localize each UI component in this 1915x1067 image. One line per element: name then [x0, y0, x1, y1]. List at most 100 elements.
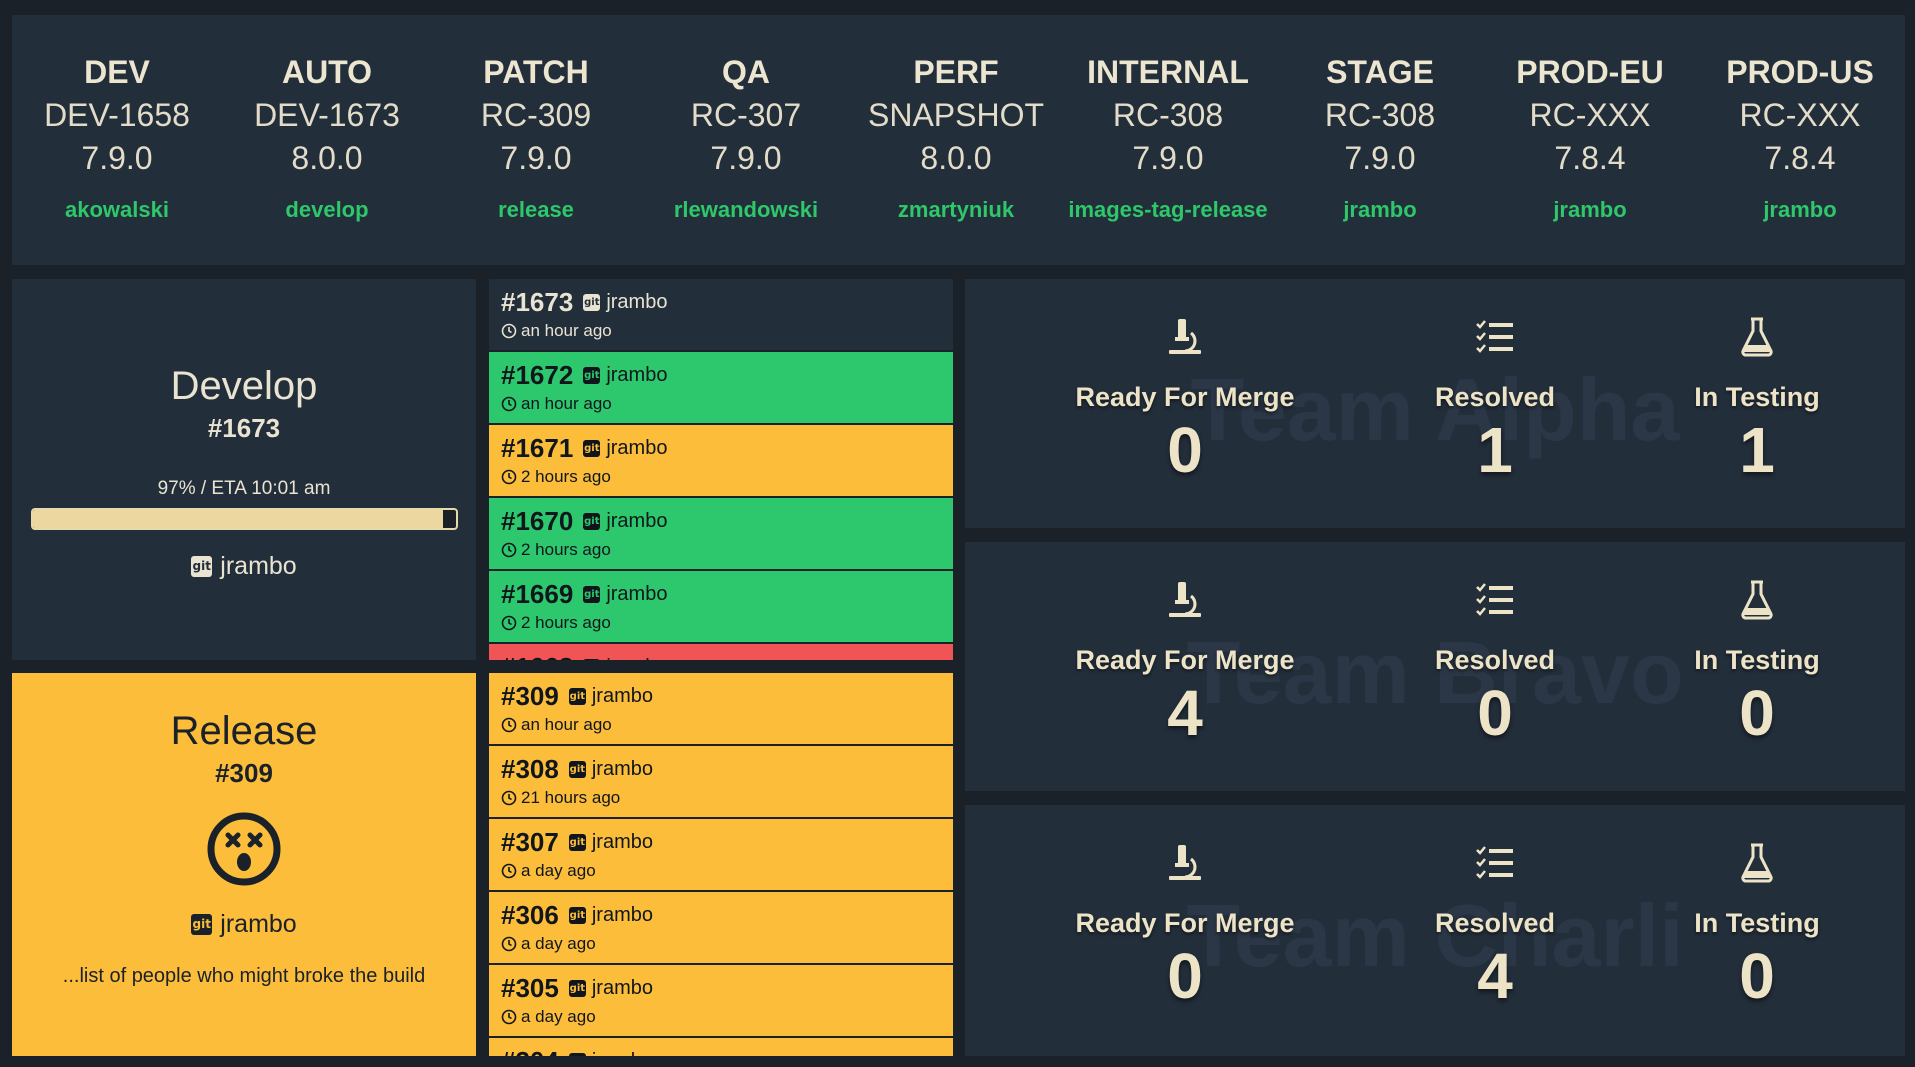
env-prod-eu[interactable]: PROD-EU RC-XXX 7.8.4 jrambo [1485, 51, 1695, 223]
clock-icon [501, 790, 517, 806]
env-build: RC-308 [1112, 97, 1224, 134]
metric-in-testing[interactable]: In Testing 1 [1627, 315, 1887, 484]
metric-value: 4 [1167, 677, 1203, 749]
metric-value: 1 [1477, 414, 1513, 486]
build-user: git jrambo [583, 583, 667, 606]
build-time-text: an hour ago [521, 321, 612, 340]
metric-ready-for-merge[interactable]: Ready For Merge 0 [1055, 841, 1315, 1010]
checklist-icon [1365, 578, 1625, 627]
env-dev[interactable]: DEV DEV-1658 7.9.0 akowalski [12, 51, 222, 223]
blame-note: ...list of people who might broke the bu… [62, 965, 426, 987]
release-build-list[interactable]: #309 git jrambo an hour ago #308 git jrambo 21 … [489, 673, 953, 1056]
metric-ready-for-merge[interactable]: Ready For Merge 4 [1055, 578, 1315, 747]
env-name: PERF [913, 54, 999, 90]
env-prod-us[interactable]: PROD-US RC-XXX 7.8.4 jrambo [1695, 51, 1905, 223]
metric-in-testing[interactable]: In Testing 0 [1627, 578, 1887, 747]
build-user: git jrambo [583, 510, 667, 533]
build-row[interactable]: #309 git jrambo an hour ago [489, 673, 953, 746]
env-branch: zmartyniuk [897, 196, 1015, 222]
metric-resolved[interactable]: Resolved 0 [1365, 578, 1625, 747]
env-name: DEV [84, 54, 150, 90]
env-internal[interactable]: INTERNAL RC-308 7.9.0 images-tag-release [1063, 51, 1273, 223]
build-number: #1668 [501, 652, 573, 660]
build-row[interactable]: #1672 git jrambo an hour ago [489, 352, 953, 425]
env-name: STAGE [1326, 54, 1434, 90]
build-number: #1671 [501, 433, 574, 463]
build-row[interactable]: #1668 git jrambo [489, 644, 953, 660]
progress-fill [32, 510, 443, 528]
build-number: #305 [501, 973, 559, 1003]
microscope-icon [1055, 578, 1315, 627]
build-row[interactable]: #1670 git jrambo 2 hours ago [489, 498, 953, 571]
metric-label: Ready For Merge [1075, 382, 1295, 412]
build-time: 2 hours ago [501, 467, 941, 487]
build-header: #306 git jrambo [501, 900, 941, 931]
build-user-name: jrambo [591, 685, 653, 707]
build-time-text: a day ago [521, 1007, 596, 1026]
metric-resolved[interactable]: Resolved 4 [1365, 841, 1625, 1010]
env-branch: rlewandowski [673, 196, 819, 222]
build-row[interactable]: #1671 git jrambo 2 hours ago [489, 425, 953, 498]
build-user: git jrambo [583, 437, 667, 460]
build-time-text: 2 hours ago [521, 613, 611, 632]
release-build-card[interactable]: Release #309 git jrambo ...list of peopl… [12, 673, 476, 1056]
develop-build-card[interactable]: Develop #1673 97% / ETA 10:01 am git jra… [12, 279, 476, 660]
env-version: 7.8.4 [1554, 140, 1626, 177]
build-row[interactable]: #308 git jrambo 21 hours ago [489, 746, 953, 819]
microscope-icon [1055, 315, 1315, 364]
env-name: INTERNAL [1087, 54, 1249, 90]
metric-label: Ready For Merge [1075, 645, 1295, 675]
env-build: RC-309 [480, 97, 592, 134]
checklist-icon [1365, 841, 1625, 890]
build-time: an hour ago [501, 394, 941, 414]
git-icon: git [583, 440, 601, 457]
clock-icon [501, 542, 517, 558]
git-icon: git [583, 659, 601, 660]
env-name: PROD-EU [1516, 54, 1664, 90]
build-row[interactable]: #304 git jrambo [489, 1038, 953, 1056]
environment-bar: DEV DEV-1658 7.9.0 akowalski AUTO DEV-16… [12, 15, 1905, 265]
env-patch[interactable]: PATCH RC-309 7.9.0 release [431, 51, 641, 223]
env-branch: develop [285, 196, 369, 222]
clock-icon [501, 1009, 517, 1025]
build-user: git jrambo [568, 904, 653, 927]
build-row[interactable]: #306 git jrambo a day ago [489, 892, 953, 965]
build-user: git jrambo [568, 1050, 653, 1056]
metric-in-testing[interactable]: In Testing 0 [1627, 841, 1887, 1010]
env-auto[interactable]: AUTO DEV-1673 8.0.0 develop [222, 51, 432, 223]
clock-icon [501, 323, 517, 339]
build-row[interactable]: #305 git jrambo a day ago [489, 965, 953, 1038]
develop-build-number: #1673 [207, 413, 281, 443]
build-number: #1669 [501, 579, 574, 609]
metric-label: Ready For Merge [1075, 908, 1295, 938]
env-name: PATCH [483, 54, 589, 90]
build-header: #1669 git jrambo [501, 579, 941, 610]
build-user: git jrambo [568, 758, 653, 781]
env-perf[interactable]: PERF SNAPSHOT 8.0.0 zmartyniuk [851, 51, 1061, 223]
build-row[interactable]: #1669 git jrambo 2 hours ago [489, 571, 953, 644]
develop-user-name: jrambo [220, 552, 297, 580]
env-branch: release [498, 196, 574, 222]
build-row[interactable]: #307 git jrambo a day ago [489, 819, 953, 892]
metric-label: Resolved [1434, 645, 1556, 675]
env-version: 7.8.4 [1764, 140, 1836, 177]
metric-label: Resolved [1434, 382, 1556, 412]
build-time-text: a day ago [521, 861, 596, 880]
build-number: #307 [501, 827, 559, 857]
build-row[interactable]: #1673 git jrambo an hour ago [489, 279, 953, 352]
metric-resolved[interactable]: Resolved 1 [1365, 315, 1625, 484]
clock-icon [501, 396, 517, 412]
env-version: 7.9.0 [1132, 140, 1204, 177]
build-number: #1670 [501, 506, 574, 536]
git-icon: git [191, 914, 213, 935]
build-time-text: 2 hours ago [521, 540, 611, 559]
git-icon: git [583, 294, 601, 311]
build-time: an hour ago [501, 715, 941, 735]
env-stage[interactable]: STAGE RC-308 7.9.0 jrambo [1275, 51, 1485, 223]
clock-icon [501, 469, 517, 485]
build-header: #1668 git jrambo [501, 652, 941, 660]
build-number: #1673 [501, 287, 574, 317]
develop-build-list[interactable]: #1673 git jrambo an hour ago #1672 git jrambo a… [489, 279, 953, 660]
env-qa[interactable]: QA RC-307 7.9.0 rlewandowski [641, 51, 851, 223]
metric-ready-for-merge[interactable]: Ready For Merge 0 [1055, 315, 1315, 484]
